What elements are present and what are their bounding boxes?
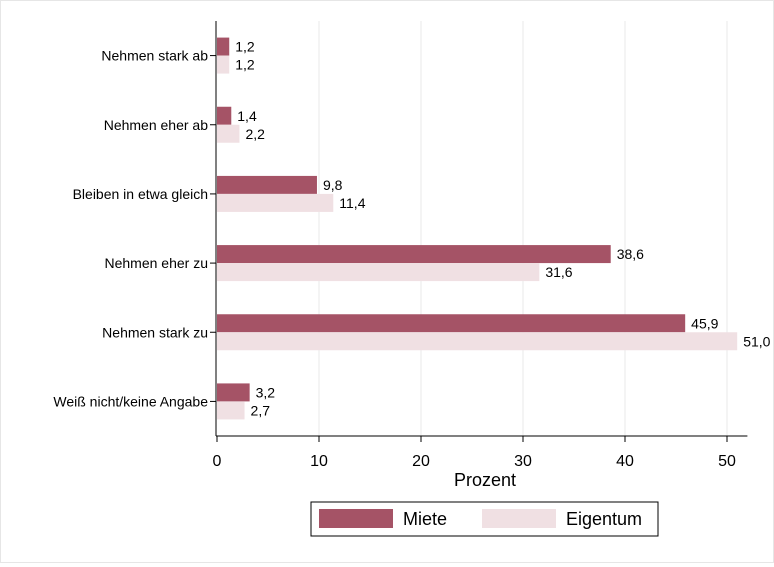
bars xyxy=(217,37,738,420)
data-label-miete: 9,8 xyxy=(323,177,343,193)
data-label-eigentum: 51,0 xyxy=(743,333,770,349)
bar-miete xyxy=(217,383,250,402)
data-label-miete: 45,9 xyxy=(691,315,718,331)
category-label: Bleiben in etwa gleich xyxy=(73,186,208,202)
category-label: Weiß nicht/keine Angabe xyxy=(53,393,208,409)
bar-eigentum xyxy=(217,401,245,420)
category-label: Nehmen stark zu xyxy=(102,324,208,340)
bar-eigentum xyxy=(217,193,334,212)
category-label: Nehmen eher zu xyxy=(104,255,208,271)
data-label-miete: 38,6 xyxy=(617,246,644,262)
data-label-eigentum: 2,2 xyxy=(245,126,265,142)
bar-eigentum xyxy=(217,124,240,143)
x-tick-label: 0 xyxy=(213,453,222,470)
legend-label-eigentum: Eigentum xyxy=(566,509,642,529)
bar-miete xyxy=(217,106,232,125)
bar-miete xyxy=(217,314,686,333)
data-label-miete: 3,2 xyxy=(256,384,276,400)
axes: 0 10 20 30 40 50 Nehmen stark ab Nehmen eher ab… xyxy=(53,21,748,470)
bar-eigentum xyxy=(217,263,540,282)
x-tick-label: 40 xyxy=(616,453,634,470)
x-tick-label: 10 xyxy=(310,453,328,470)
x-tick-label: 50 xyxy=(718,453,736,470)
x-tick-label: 30 xyxy=(514,453,532,470)
x-tick-label: 20 xyxy=(412,453,430,470)
legend-swatch-eigentum xyxy=(482,509,556,528)
legend: Miete Eigentum xyxy=(310,501,659,537)
data-label-eigentum: 2,7 xyxy=(251,402,271,418)
bar-miete xyxy=(217,37,230,56)
x-axis-title: Prozent xyxy=(454,470,516,490)
data-label-eigentum: 1,2 xyxy=(235,57,255,73)
data-label-eigentum: 31,6 xyxy=(545,264,572,280)
bar-miete xyxy=(217,245,611,264)
category-label: Nehmen stark ab xyxy=(101,48,208,64)
data-label-miete: 1,2 xyxy=(235,39,255,55)
legend-swatch-miete xyxy=(319,509,393,528)
data-label-eigentum: 11,4 xyxy=(339,195,365,211)
bar-miete xyxy=(217,175,317,194)
legend-label-miete: Miete xyxy=(403,509,447,529)
bar-eigentum xyxy=(217,55,230,74)
bar-eigentum xyxy=(217,332,738,351)
category-label: Nehmen eher ab xyxy=(104,117,209,133)
grid-lines xyxy=(318,21,728,436)
data-labels: 1,2 1,2 1,4 2,2 9,8 11,4 38,6 31,6 45,9 51,0 3,2 2,… xyxy=(235,39,770,419)
data-label-miete: 1,4 xyxy=(237,108,257,124)
